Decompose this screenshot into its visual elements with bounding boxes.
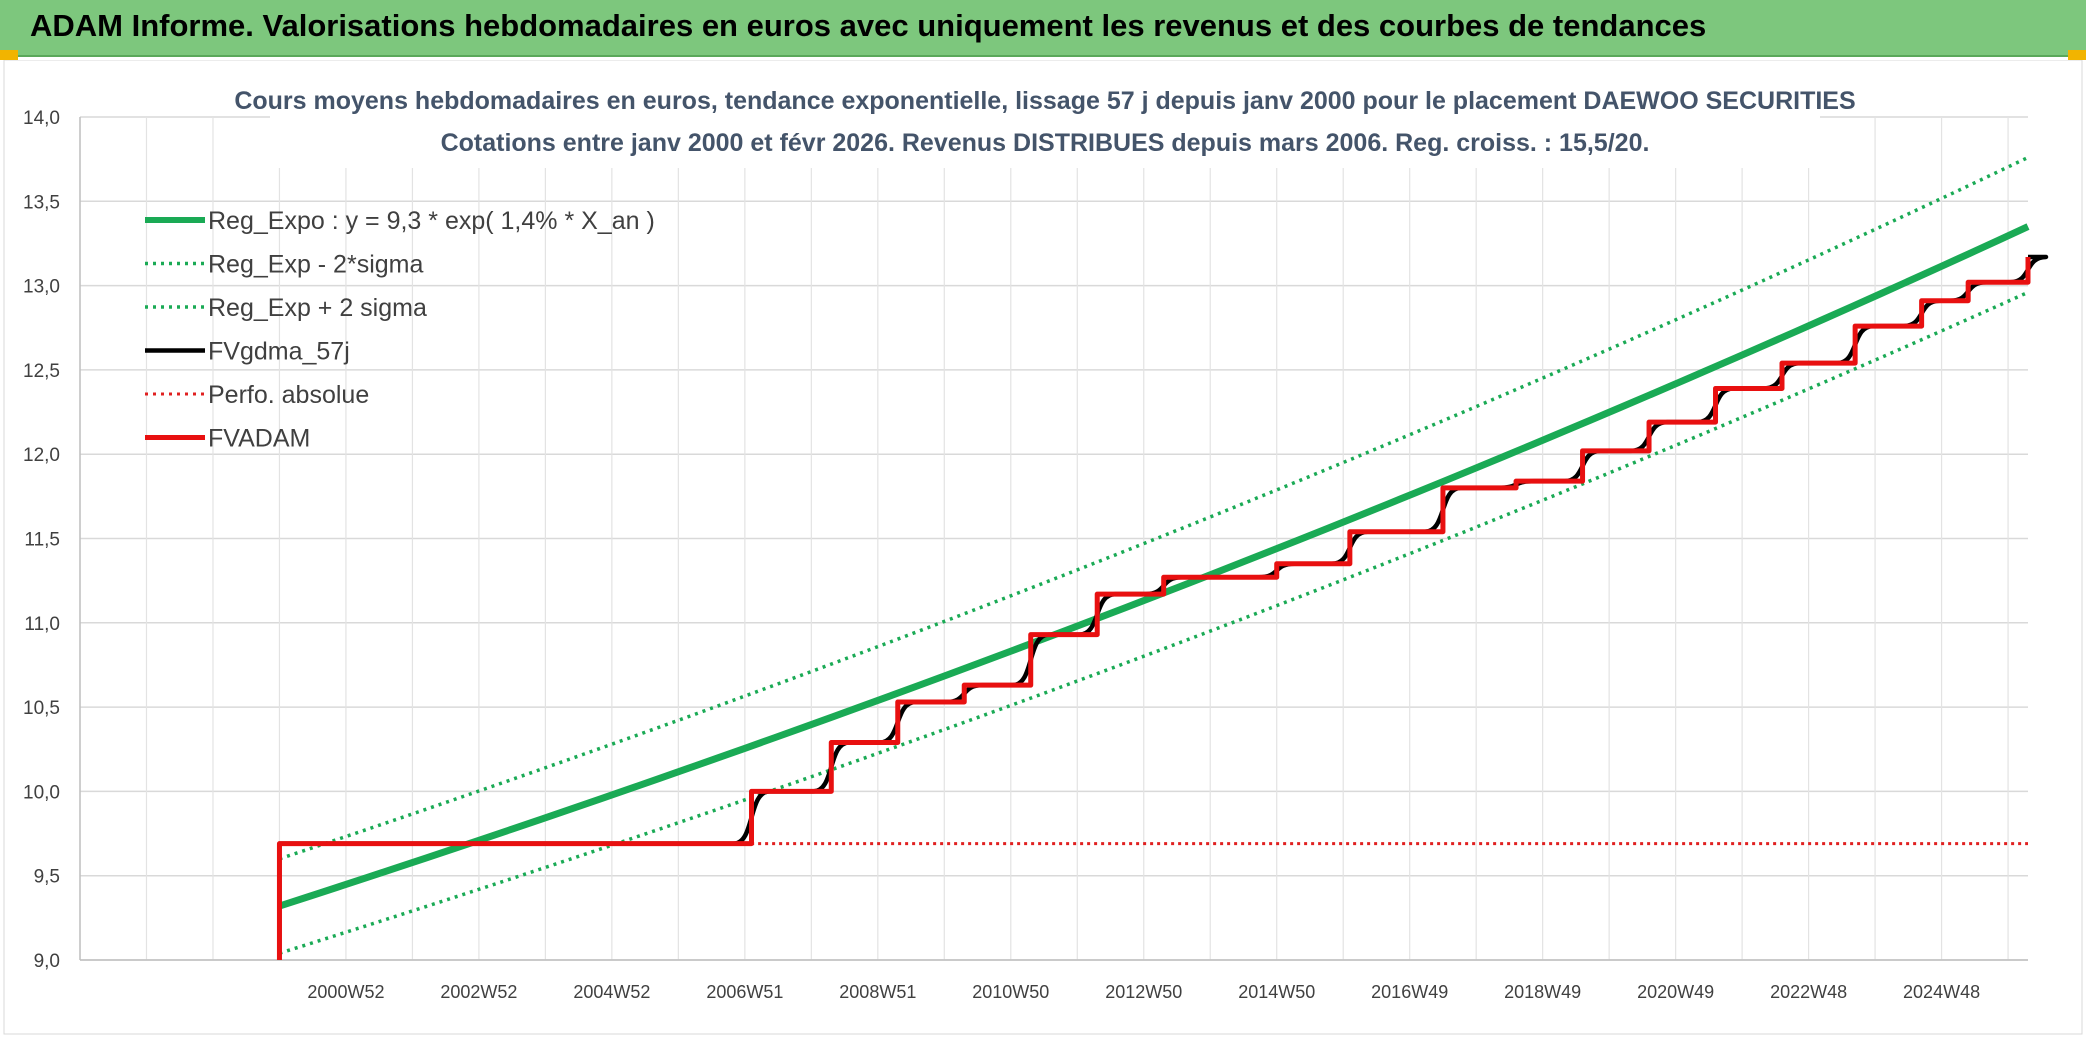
x-tick-label: 2002W52 xyxy=(440,982,517,1002)
legend-label: Reg_Exp + 2 sigma xyxy=(208,294,427,322)
corner-accent-left xyxy=(0,50,18,60)
x-tick-label: 2014W50 xyxy=(1238,982,1315,1002)
series-line xyxy=(278,290,2029,955)
x-tick-label: 2008W51 xyxy=(839,982,916,1002)
series-lines xyxy=(276,155,2049,960)
y-tick-label: 13,0 xyxy=(23,277,60,298)
x-tick-label: 2000W52 xyxy=(307,982,384,1002)
chart-subtitle: Cotations entre janv 2000 et févr 2026. … xyxy=(441,129,1650,157)
chart-title: Cours moyens hebdomadaires en euros, ten… xyxy=(234,87,1855,115)
series-line xyxy=(276,256,2031,960)
x-tick-label: 2024W48 xyxy=(1903,982,1980,1002)
x-tick-label: 2018W49 xyxy=(1504,982,1581,1002)
y-tick-label: 13,5 xyxy=(23,192,60,213)
chart-titles: Cours moyens hebdomadaires en euros, ten… xyxy=(234,82,1856,168)
chart-area xyxy=(3,60,2083,1035)
y-tick-label: 11,5 xyxy=(24,530,60,551)
legend-label: Perfo. absolue xyxy=(208,381,369,409)
x-tick-label: 2004W52 xyxy=(573,982,650,1002)
legend-label: Reg_Expo : y = 9,3 * exp( 1,4% * X_an ) xyxy=(208,207,655,235)
y-tick-label: 9,0 xyxy=(34,951,60,972)
series-line xyxy=(278,155,2029,861)
y-tick-label: 12,0 xyxy=(23,445,60,466)
line-chart: 9,0 9,5 10,0 10,5 11,0 11,5 12,0 12,5 13,0 13,5 14… xyxy=(3,60,2083,1035)
series-line xyxy=(277,842,2028,960)
y-tick-label: 10,5 xyxy=(23,698,60,719)
y-tick-label: 12,5 xyxy=(23,361,60,382)
x-axis-ticks: 2000W52 2002W52 2004W52 2006W51 2008W51 2010W… xyxy=(307,982,1980,1002)
y-tick-label: 9,5 xyxy=(34,867,60,888)
x-tick-label: 2022W48 xyxy=(1770,982,1847,1002)
x-tick-label: 2012W50 xyxy=(1105,982,1182,1002)
x-tick-label: 2020W49 xyxy=(1637,982,1714,1002)
x-tick-label: 2010W50 xyxy=(972,982,1049,1002)
report-title: ADAM Informe. Valorisations hebdomadaire… xyxy=(30,8,1707,43)
legend-label: FVgdma_57j xyxy=(208,338,350,366)
legend-label: Reg_Exp - 2*sigma xyxy=(208,251,423,279)
y-axis-ticks: 9,0 9,5 10,0 10,5 11,0 11,5 12,0 12,5 13,0 13,5 14… xyxy=(23,108,60,972)
y-tick-label: 14,0 xyxy=(23,108,60,129)
x-tick-label: 2016W49 xyxy=(1371,982,1448,1002)
report-banner: ADAM Informe. Valorisations hebdomadaire… xyxy=(0,0,2086,57)
y-tick-label: 11,0 xyxy=(24,614,60,635)
corner-accent-right xyxy=(2068,50,2086,60)
legend: Reg_Expo : y = 9,3 * exp( 1,4% * X_an ) R… xyxy=(145,207,655,453)
y-tick-label: 10,0 xyxy=(23,782,60,803)
legend-label: FVADAM xyxy=(208,425,310,453)
series-line xyxy=(278,223,2030,910)
x-tick-label: 2006W51 xyxy=(706,982,783,1002)
title-background xyxy=(270,82,1820,168)
